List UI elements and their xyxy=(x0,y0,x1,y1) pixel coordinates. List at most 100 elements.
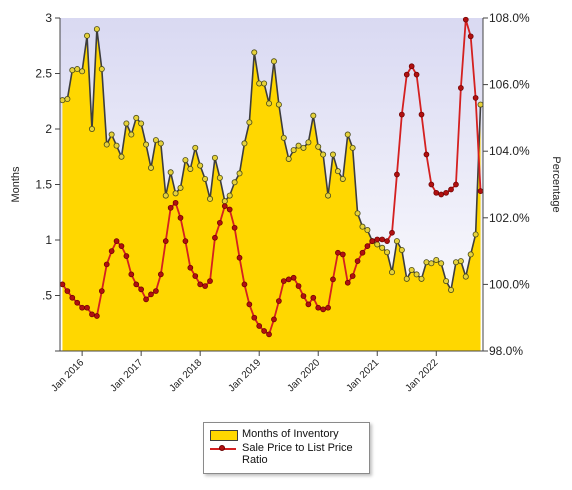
ratio-point xyxy=(182,238,189,244)
inventory-point xyxy=(113,142,120,149)
ratio-point xyxy=(398,111,405,118)
inventory-point xyxy=(280,134,287,141)
inventory-point xyxy=(74,66,81,73)
inventory-point xyxy=(177,184,184,191)
inventory-point xyxy=(472,231,479,238)
ratio-point xyxy=(384,238,390,244)
ratio-point xyxy=(148,291,154,298)
ratio-point xyxy=(374,236,381,243)
x-tick-label: Jan 2020 xyxy=(285,357,322,394)
ratio-point xyxy=(467,33,474,40)
ratio-point xyxy=(172,199,179,206)
ratio-point xyxy=(197,281,204,288)
x-tick-label: Jan 2019 xyxy=(226,357,263,394)
ratio-point xyxy=(246,301,253,308)
ratio-point xyxy=(118,243,125,249)
inventory-point xyxy=(428,260,435,267)
y2-tick-label: 100.0% xyxy=(489,277,530,291)
ratio-point xyxy=(143,296,149,303)
ratio-point xyxy=(103,261,110,268)
ratio-point xyxy=(226,206,233,213)
inventory-point xyxy=(211,154,218,161)
ratio-point xyxy=(207,278,213,284)
inventory-point xyxy=(246,119,253,126)
y2-tick-label: 108.0% xyxy=(489,11,530,25)
x-tick-label: Jan 2016 xyxy=(49,357,86,394)
ratio-point xyxy=(295,283,302,289)
inventory-point xyxy=(88,126,95,133)
inventory-point xyxy=(103,141,110,148)
ratio-point xyxy=(98,288,105,294)
ratio-point xyxy=(241,281,248,288)
inventory-point xyxy=(241,140,248,147)
ratio-point xyxy=(438,191,445,198)
ratio-point xyxy=(167,204,174,211)
inventory-point xyxy=(133,114,140,121)
ratio-point xyxy=(128,271,135,278)
inventory-point xyxy=(93,26,100,33)
inventory-point xyxy=(290,147,297,154)
inventory-point xyxy=(448,286,455,293)
inventory-point xyxy=(413,271,420,278)
ratio-point xyxy=(84,304,90,311)
ratio-point xyxy=(217,219,223,226)
inventory-point xyxy=(467,251,474,258)
y-tick-label: 1 xyxy=(45,233,52,247)
y-tick-label: 3 xyxy=(45,11,52,25)
x-tick-label: Jan 2017 xyxy=(108,357,145,394)
inventory-point xyxy=(69,67,76,74)
ratio-point xyxy=(394,171,400,178)
inventory-point xyxy=(251,49,258,56)
y2-tick-label: 102.0% xyxy=(489,211,530,225)
ratio-point xyxy=(325,304,331,311)
inventory-point xyxy=(256,80,263,87)
inventory-point xyxy=(320,151,327,158)
inventory-point xyxy=(398,246,405,253)
ratio-point xyxy=(187,264,194,271)
y2-tick-label: 106.0% xyxy=(489,78,530,92)
inventory-point xyxy=(123,120,130,127)
inventory-point xyxy=(329,151,336,158)
inventory-point xyxy=(457,258,464,265)
legend-label-ratio: Sale Price to List Price Ratio xyxy=(242,442,353,466)
ratio-point xyxy=(290,274,297,281)
ratio-point xyxy=(94,313,100,319)
inventory-point xyxy=(147,164,154,171)
inventory-point xyxy=(325,192,332,199)
ratio-point xyxy=(89,311,95,318)
ratio-point xyxy=(192,273,199,279)
ratio-point xyxy=(408,63,415,70)
inventory-point xyxy=(162,192,169,199)
chart: .5 1 1.5 2 2.5 3 98.0% 100.0% 102.0% 104.0% 106.0%… xyxy=(10,11,562,394)
inventory-point xyxy=(59,97,66,104)
inventory-point xyxy=(344,131,351,138)
ratio-point xyxy=(472,95,479,101)
ratio-point xyxy=(315,304,322,311)
inventory-point xyxy=(354,210,361,217)
inventory-point xyxy=(266,100,273,107)
inventory-point xyxy=(379,244,386,251)
ratio-point xyxy=(64,288,71,294)
x-tick-label: Jan 2022 xyxy=(404,357,441,394)
ratio-point xyxy=(458,85,464,91)
ratio-point xyxy=(389,229,395,236)
legend: Months of Inventory Sale Price to List P… xyxy=(203,422,370,474)
ratio-point xyxy=(138,286,145,293)
inventory-point xyxy=(152,137,159,144)
ratio-point xyxy=(236,254,243,261)
ratio-point xyxy=(123,253,130,259)
ratio-point xyxy=(359,249,366,256)
inventory-area xyxy=(62,29,481,351)
inventory-point xyxy=(339,175,346,182)
ratio-point xyxy=(462,16,469,23)
inventory-point xyxy=(157,140,164,147)
ratio-point xyxy=(212,234,218,241)
ratio-point xyxy=(453,181,459,188)
inventory-point xyxy=(334,168,341,175)
inventory-point xyxy=(261,80,268,87)
inventory-point xyxy=(452,259,459,266)
inventory-point xyxy=(315,143,322,150)
inventory-point xyxy=(349,144,356,151)
ratio-point xyxy=(330,276,336,283)
ratio-point xyxy=(157,271,164,278)
